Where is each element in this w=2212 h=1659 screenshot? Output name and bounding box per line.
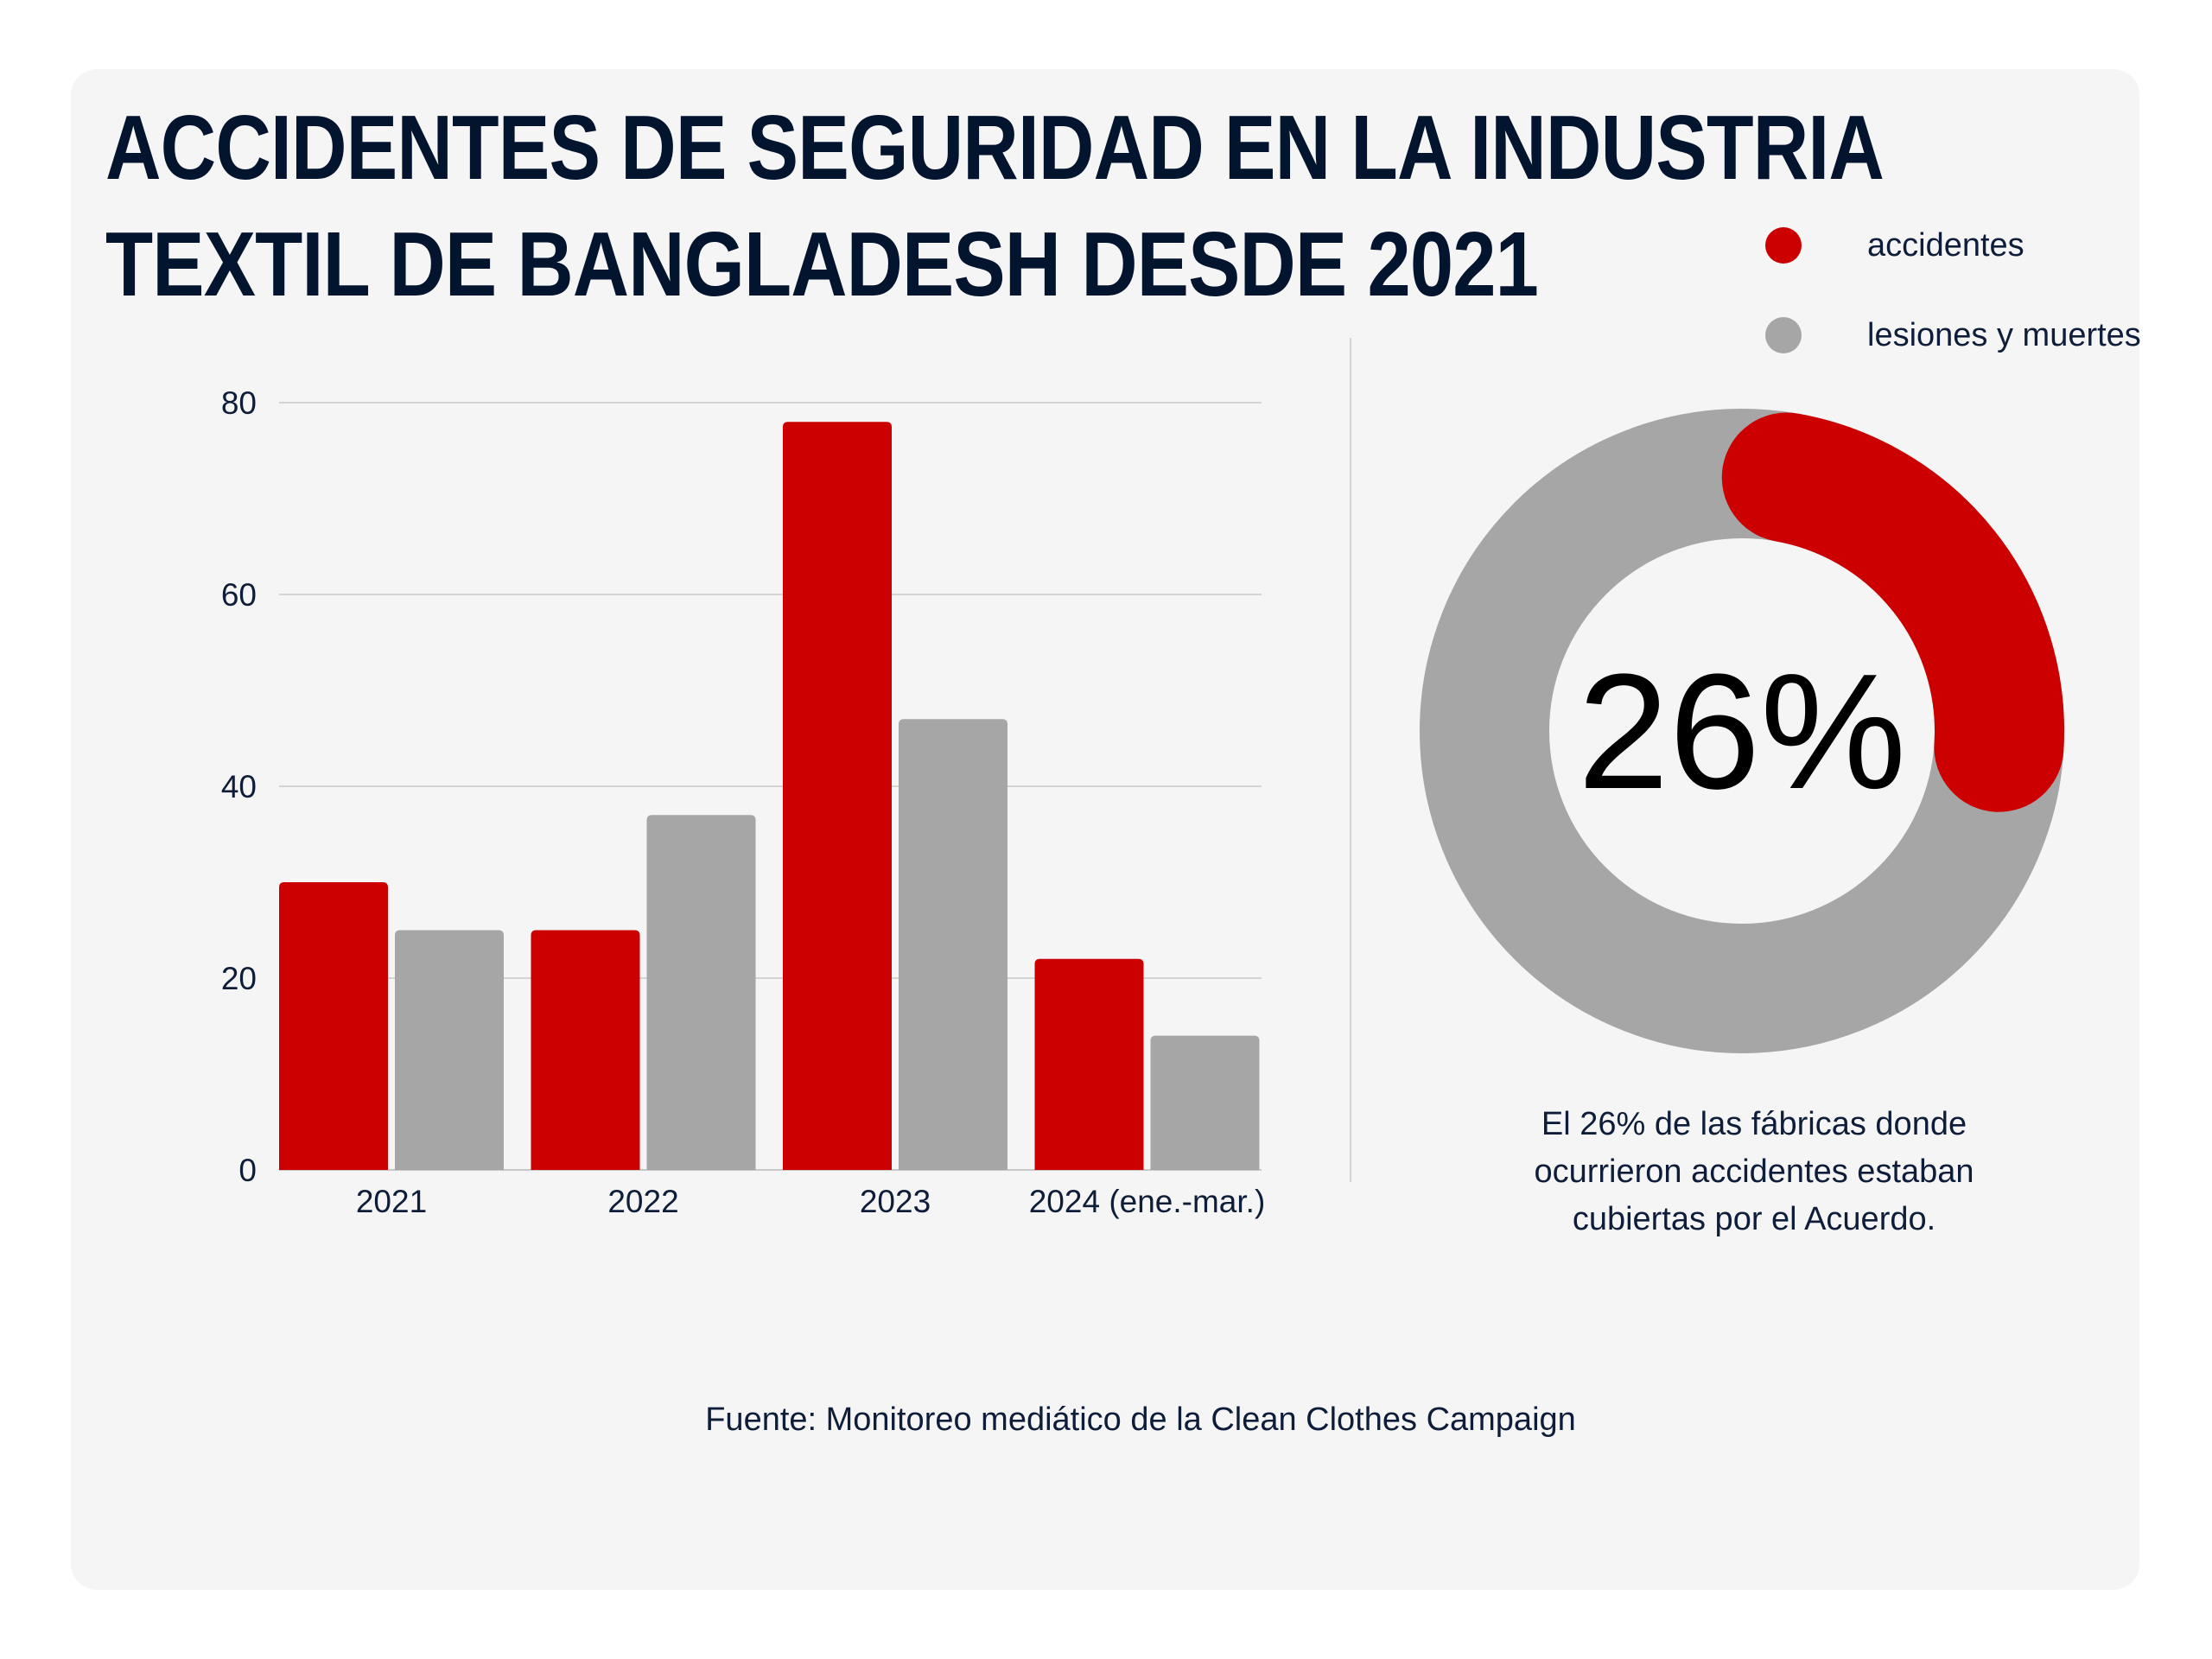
caption-line: cubiertas por el Acuerdo. bbox=[1572, 1201, 1936, 1237]
donut-caption: El 26% de las fábricas donde ocurrieron … bbox=[1469, 1101, 2039, 1243]
caption-line: El 26% de las fábricas donde bbox=[1541, 1106, 1967, 1142]
legend-label: accidentes bbox=[1867, 226, 2024, 264]
title-line-2: TEXTIL DE BANGLADESH DESDE 2021 bbox=[105, 213, 1539, 315]
legend-item-lesiones-y-muertes: lesiones y muertes bbox=[1765, 314, 2180, 357]
legend-dot-icon bbox=[1765, 317, 1802, 353]
caption-line: ocurrieron accidentes estaban bbox=[1534, 1154, 1974, 1190]
legend-dot-icon bbox=[1765, 227, 1802, 264]
legend-item-accidentes: accidentes bbox=[1765, 224, 2180, 267]
title-line-1: ACCIDENTES DE SEGURIDAD EN LA INDUSTRIA bbox=[105, 97, 1885, 199]
section-divider bbox=[1350, 338, 1351, 1182]
legend-label: lesiones y muertes bbox=[1867, 316, 2141, 353]
source-note: Fuente: Monitoreo mediático de la Clean … bbox=[705, 1402, 1576, 1438]
